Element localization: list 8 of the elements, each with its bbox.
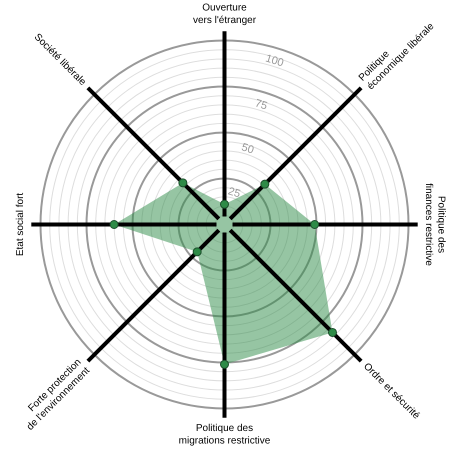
spoke-label: Politique des migrations restrictive <box>178 423 271 446</box>
y-tick-label: 50 <box>240 141 256 156</box>
spoke-label: Etat social fort <box>14 192 26 256</box>
y-tick-label: 75 <box>253 97 269 112</box>
spoke-label: Ouverture vers l'étranger <box>192 2 257 26</box>
y-tick-label: 100 <box>264 52 286 70</box>
y-tick-label: 25 <box>226 185 242 200</box>
spoke-label: Politique des finances restrictive <box>423 183 446 266</box>
